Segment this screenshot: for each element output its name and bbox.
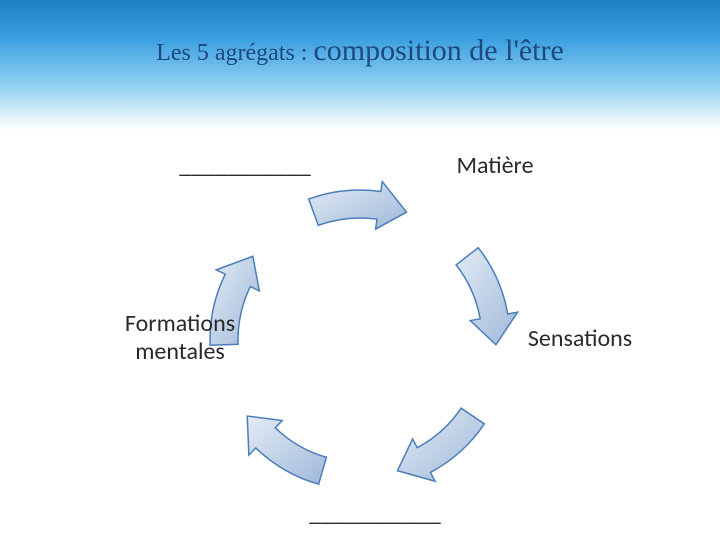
node-label-3: Formations mentales bbox=[95, 310, 265, 365]
slide-title: Les 5 agrégats : composition de l'être bbox=[0, 34, 720, 68]
cycle-arrow-4 bbox=[309, 182, 407, 230]
node-label-2: ___________ bbox=[275, 500, 475, 528]
node-label-0: Matière bbox=[425, 152, 565, 180]
cycle-diagram: Matière Sensations ___________ Formation… bbox=[0, 130, 720, 540]
node-label-1: Sensations bbox=[500, 325, 660, 353]
title-main: composition de l'être bbox=[313, 34, 563, 67]
title-prefix: Les 5 agrégats : bbox=[156, 40, 313, 66]
cycle-arrow-1 bbox=[397, 408, 484, 481]
node-label-4: ___________ bbox=[155, 152, 335, 180]
cycle-arrow-2 bbox=[247, 416, 326, 484]
